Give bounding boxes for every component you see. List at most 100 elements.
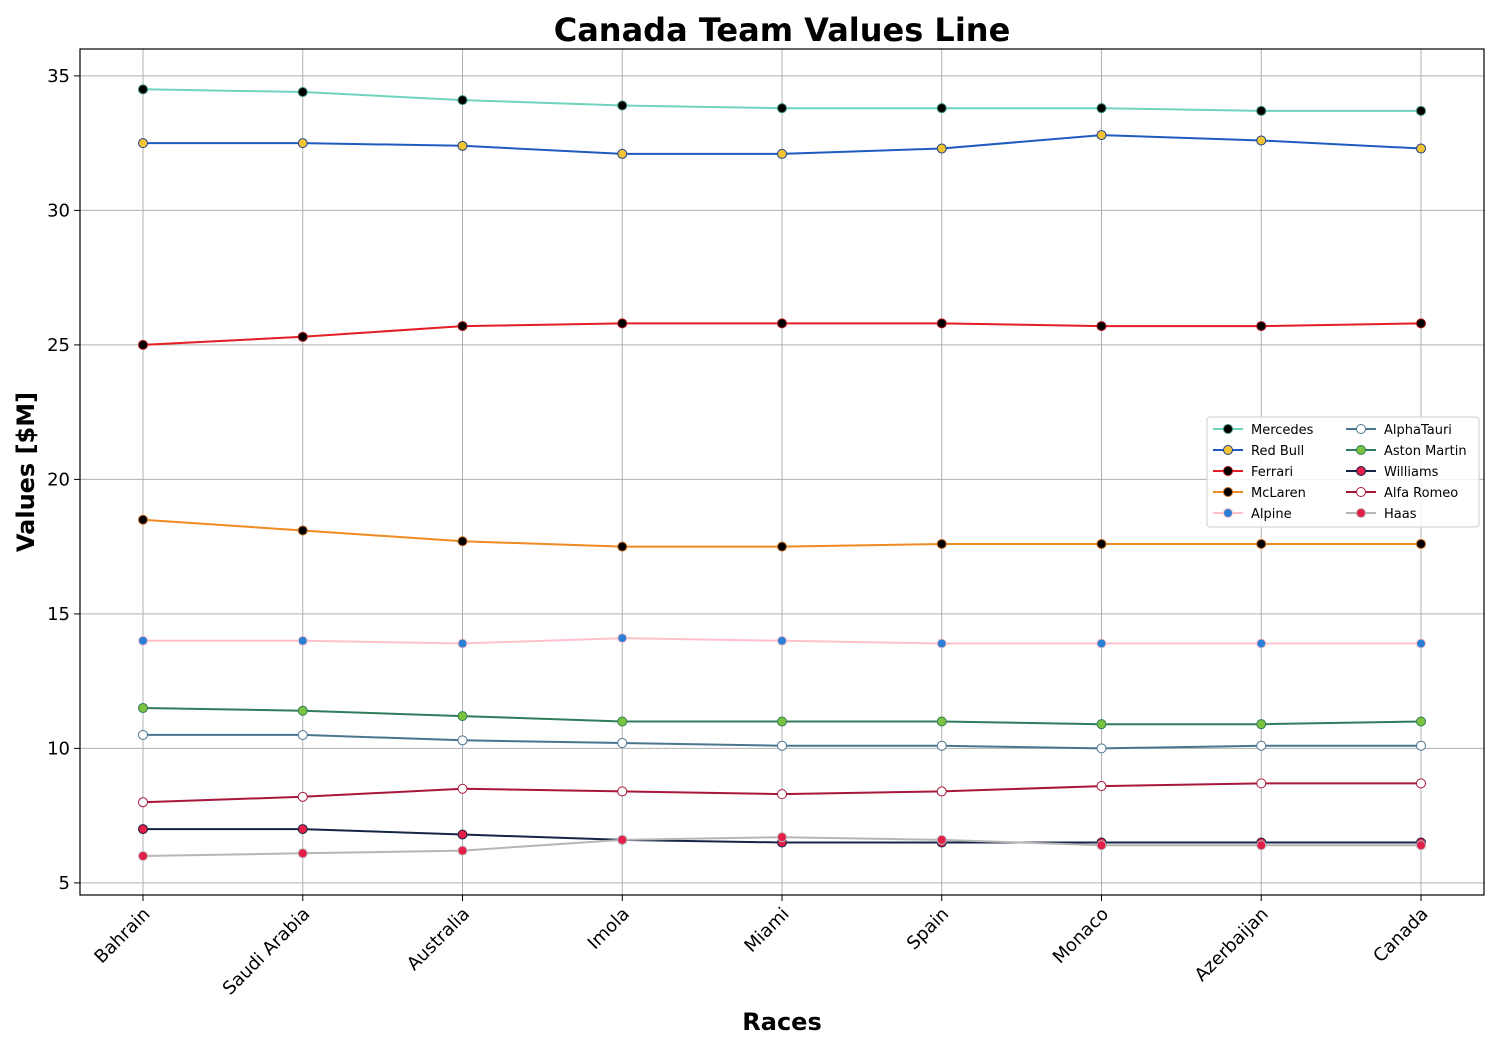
series-alfa-romeo [138,778,1426,808]
legend-label: McLaren [1251,486,1306,501]
series-aston-martin [138,703,1426,730]
legend-item: Red Bull [1213,444,1304,459]
data-point-aston-martin [457,711,468,722]
data-point-aston-martin [1096,719,1107,730]
data-point-alfa-romeo [936,786,947,797]
y-tick-label: 5 [59,873,70,894]
data-point-haas [297,848,308,859]
data-point-aston-martin [297,705,308,716]
data-point-alphatauri [1416,740,1426,751]
legend-item: Williams [1346,465,1439,480]
y-tick-label: 20 [47,469,70,490]
data-point-red-bull [297,138,308,149]
legend-label: Aston Martin [1384,444,1467,459]
legend-marker [1223,445,1233,455]
data-point-alfa-romeo [777,789,787,800]
series-group [138,84,1426,861]
data-point-mclaren [1416,538,1426,549]
legend-item: Alpine [1213,507,1292,522]
legend-label: Haas [1384,507,1417,522]
data-point-aston-martin [1416,716,1426,727]
data-point-alphatauri [1096,743,1107,754]
data-point-red-bull [457,140,468,151]
data-point-mercedes [457,95,468,106]
legend-marker [1223,466,1233,476]
data-point-aston-martin [936,716,947,727]
legend-item: Mercedes [1213,423,1314,438]
data-point-mclaren [138,514,148,525]
legend: Mercedes Red Bull Ferrari McLaren Alpine Alph… [1206,416,1480,528]
data-point-alpine [1256,638,1267,649]
legend-marker [1356,508,1366,518]
data-point-ferrari [1096,321,1107,332]
y-tick-label: 25 [47,335,70,356]
data-point-alfa-romeo [1256,778,1267,789]
legend-item: Ferrari [1213,465,1293,480]
series-alphatauri [138,729,1426,754]
data-point-ferrari [1416,318,1426,329]
data-point-haas [936,834,947,845]
data-point-mclaren [457,536,468,547]
legend-marker [1356,445,1366,455]
data-point-mercedes [138,84,148,95]
legend-box [1206,416,1480,528]
data-point-red-bull [1096,130,1107,141]
data-point-alpine [936,638,947,649]
data-point-mclaren [1256,538,1267,549]
data-point-alphatauri [936,740,947,751]
data-point-mercedes [297,87,308,98]
legend-marker [1356,487,1366,497]
data-point-mclaren [297,525,308,536]
series-ferrari [138,318,1426,350]
data-point-alphatauri [457,735,468,746]
data-point-alfa-romeo [297,791,308,802]
data-point-williams [297,824,308,835]
legend-marker [1223,508,1233,518]
data-point-red-bull [936,143,947,154]
data-point-alfa-romeo [1416,778,1426,789]
data-point-mercedes [1256,105,1267,116]
data-point-aston-martin [138,703,148,714]
data-point-alphatauri [138,729,148,740]
data-point-alpine [617,633,628,644]
data-point-red-bull [1256,135,1267,146]
data-point-mclaren [777,541,787,552]
data-point-alpine [1096,638,1107,649]
data-point-alpine [1416,638,1426,649]
legend-label: AlphaTauri [1384,423,1452,438]
data-point-mclaren [617,541,628,552]
data-point-mclaren [1096,538,1107,549]
data-point-mercedes [617,100,628,111]
legend-item: AlphaTauri [1346,423,1452,438]
data-point-ferrari [936,318,947,329]
data-point-alphatauri [777,740,787,751]
y-tick-label: 10 [47,738,70,759]
series-mercedes [138,84,1426,116]
x-axis-title: Races [742,1008,821,1036]
series-red-bull [138,130,1426,159]
y-axis-title: Values [$M] [12,392,40,552]
data-point-williams [457,829,468,840]
data-point-alphatauri [1256,740,1267,751]
data-point-haas [617,834,628,845]
data-point-alfa-romeo [138,797,148,808]
data-point-haas [138,850,148,861]
legend-marker [1223,487,1233,497]
legend-marker [1356,424,1366,434]
y-tick-label: 15 [47,604,70,625]
legend-label: Red Bull [1251,444,1304,459]
data-point-williams [138,824,148,835]
data-point-red-bull [138,138,148,149]
data-point-haas [1416,840,1426,851]
data-point-alfa-romeo [457,783,468,794]
data-point-alpine [457,638,468,649]
legend-label: Mercedes [1251,423,1314,438]
legend-item: Alfa Romeo [1346,486,1458,501]
data-point-mclaren [936,538,947,549]
legend-label: Ferrari [1251,465,1293,480]
data-point-mercedes [1096,103,1107,114]
data-point-ferrari [617,318,628,329]
data-point-mercedes [936,103,947,114]
legend-label: Alfa Romeo [1384,486,1458,501]
